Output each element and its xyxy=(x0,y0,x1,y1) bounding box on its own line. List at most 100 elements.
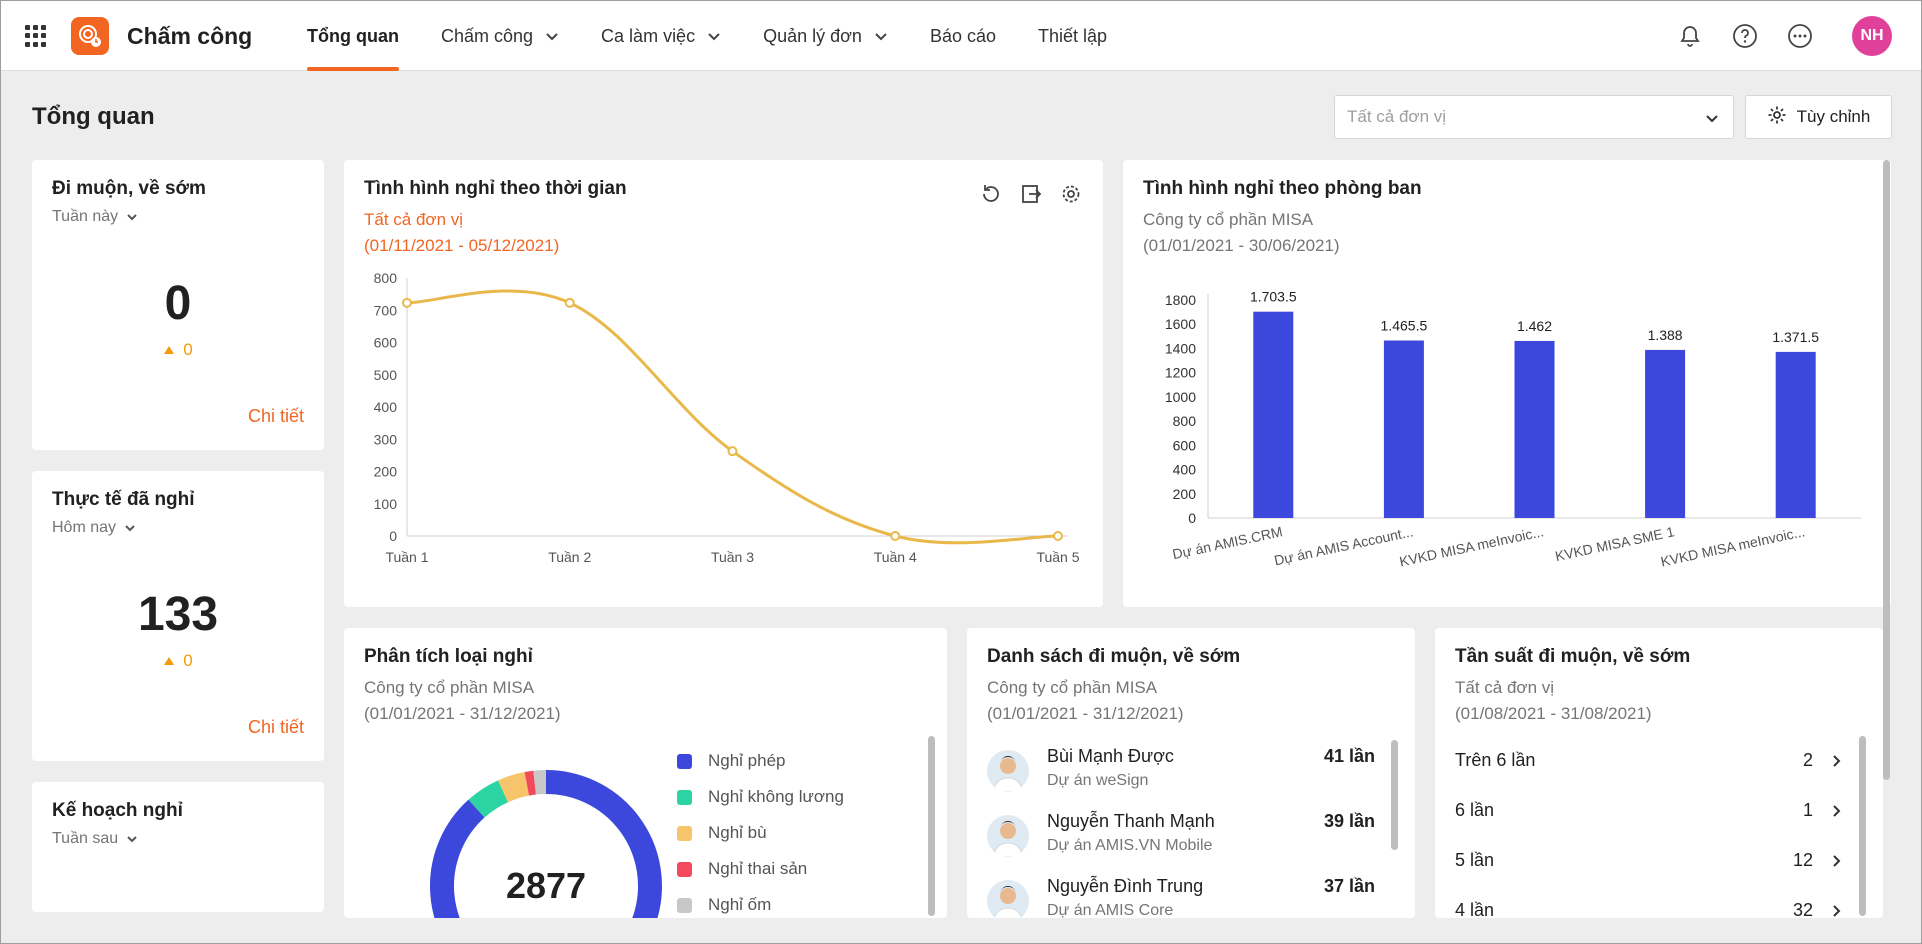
nav-item[interactable]: Quản lý đơn xyxy=(763,1,888,71)
person-name: Nguyễn Đình Trung xyxy=(1047,876,1204,896)
frequency-row[interactable]: Trên 6 lần 2 xyxy=(1455,740,1843,790)
nav-item[interactable]: Ca làm việc xyxy=(601,1,721,71)
apps-grid-icon[interactable] xyxy=(25,25,47,47)
x-tick-label: Tuần 4 xyxy=(874,549,917,565)
card-scrollbar[interactable] xyxy=(928,736,935,916)
more-options-icon[interactable] xyxy=(1785,21,1815,51)
unit-select[interactable]: Tất cả đơn vị xyxy=(1334,95,1734,139)
late-list-card: Danh sách đi muộn, về sớm Công ty cổ phầ… xyxy=(967,628,1415,918)
frequency-value: 32 xyxy=(1792,900,1813,918)
user-avatar[interactable]: NH xyxy=(1852,16,1892,56)
bell-icon[interactable] xyxy=(1675,21,1705,51)
data-point xyxy=(727,446,738,457)
list-item[interactable]: Bùi Mạnh Được Dự án weSign 41 lần xyxy=(987,746,1375,806)
donut-legend: Nghỉ phép Nghỉ không lương Nghỉ bù Nghỉ tha… xyxy=(677,743,844,918)
bar-data-label: 1.388 xyxy=(1648,327,1683,343)
late-count: 39 lần xyxy=(1323,811,1375,831)
nav-item[interactable]: Báo cáo xyxy=(930,1,996,71)
app-logo-icon xyxy=(71,17,109,55)
leave-by-dept-card: Tình hình nghỉ theo phòng ban Công ty cổ… xyxy=(1123,160,1891,607)
y-tick-label: 0 xyxy=(1188,510,1196,526)
kpi-card-planned-leave: Kế hoạch nghỉ Tuần sau xyxy=(32,782,324,912)
donut-slice xyxy=(430,770,662,918)
y-tick-label: 1000 xyxy=(1165,389,1196,405)
legend-label: Nghỉ không lương xyxy=(708,787,844,806)
chevron-down-icon xyxy=(545,29,559,43)
kpi-value: 0 xyxy=(164,277,192,330)
customize-button[interactable]: Tùy chỉnh xyxy=(1745,95,1892,139)
person-name: Nguyễn Thanh Mạnh xyxy=(1047,811,1215,831)
person-name: Bùi Mạnh Được xyxy=(1047,746,1174,766)
x-tick-label: KVKD MISA SME 1 xyxy=(1554,523,1676,564)
y-tick-label: 800 xyxy=(374,270,398,286)
refresh-icon[interactable] xyxy=(979,182,1003,206)
period-select[interactable]: Tuần sau xyxy=(52,830,138,848)
donut-slice xyxy=(498,771,530,803)
top-bar: Chấm công Tổng quan Chấm công Ca làm việc Q… xyxy=(1,1,1921,71)
x-tick-label: Tuần 5 xyxy=(1036,549,1079,565)
card-title: Tình hình nghỉ theo phòng ban xyxy=(1143,178,1422,199)
detail-link[interactable]: Chi tiết xyxy=(247,406,304,426)
y-tick-label: 300 xyxy=(374,431,398,447)
legend-item[interactable]: Nghỉ ốm xyxy=(677,887,844,918)
legend-item[interactable]: Nghỉ thai sản xyxy=(677,851,844,887)
bar xyxy=(1383,340,1424,518)
nav-item-label: Ca làm việc xyxy=(601,25,696,46)
nav-item[interactable]: Thiết lập xyxy=(1038,1,1107,71)
card-scrollbar[interactable] xyxy=(1859,736,1866,916)
help-icon[interactable] xyxy=(1730,21,1760,51)
data-point xyxy=(890,531,901,541)
bar xyxy=(1645,349,1686,518)
period-select[interactable]: Hôm nay xyxy=(52,519,136,537)
frequency-label: 6 lần xyxy=(1455,800,1495,820)
y-tick-label: 500 xyxy=(374,367,398,383)
y-tick-label: 700 xyxy=(374,302,398,318)
chevron-down-icon xyxy=(125,525,135,532)
legend-swatch xyxy=(677,753,692,769)
kpi-delta: 0 xyxy=(32,340,324,360)
detail-link[interactable]: Chi tiết xyxy=(247,717,304,737)
leave-type-card: Phân tích loại nghỉ Công ty cổ phần MISA… xyxy=(344,628,947,918)
export-icon[interactable] xyxy=(1019,182,1043,206)
x-tick-label: Tuần 1 xyxy=(385,549,428,565)
page-scrollbar[interactable] xyxy=(1883,160,1890,780)
data-point xyxy=(402,297,412,308)
frequency-row[interactable]: 4 lần 32 xyxy=(1455,890,1843,918)
legend-swatch xyxy=(677,825,692,841)
list-item[interactable]: Nguyễn Thanh Mạnh Dự án AMIS.VN Mobile 39 … xyxy=(987,811,1375,871)
legend-label: Nghỉ thai sản xyxy=(708,859,808,878)
bar-data-label: 1.465.5 xyxy=(1381,318,1428,334)
settings-icon[interactable] xyxy=(1059,182,1083,206)
frequency-value: 2 xyxy=(1802,750,1813,770)
nav-item[interactable]: Chấm công xyxy=(441,1,559,71)
series-line xyxy=(406,289,1059,545)
frequency-value: 12 xyxy=(1792,850,1813,870)
period-label: Tuần sau xyxy=(52,830,119,847)
bar-data-label: 1.462 xyxy=(1517,318,1552,334)
kpi-delta: 0 xyxy=(32,651,324,671)
legend-item[interactable]: Nghỉ không lương xyxy=(677,779,844,815)
kpi-value: 133 xyxy=(137,588,219,641)
frequency-row[interactable]: 5 lần 12 xyxy=(1455,840,1843,890)
bar xyxy=(1775,351,1816,518)
period-select[interactable]: Tuần này xyxy=(52,208,138,226)
legend-item[interactable]: Nghỉ phép xyxy=(677,743,844,779)
bar-data-label: 1.371.5 xyxy=(1772,329,1819,345)
x-tick-label: Dự án AMIS.CRM xyxy=(1171,523,1284,562)
legend-swatch xyxy=(677,861,692,877)
frequency-row[interactable]: 6 lần 1 xyxy=(1455,790,1843,840)
bar xyxy=(1253,311,1294,518)
chart-toolbar xyxy=(979,182,1083,206)
chevron-down-icon xyxy=(707,29,721,43)
card-unit: Tất cả đơn vị xyxy=(1455,678,1555,697)
legend-item[interactable]: Nghỉ bù xyxy=(677,815,844,851)
main-nav: Tổng quan Chấm công Ca làm việc Quản lý đơn… xyxy=(307,1,1149,71)
legend-label: Nghỉ ốm xyxy=(708,895,772,914)
nav-item[interactable]: Tổng quan xyxy=(307,1,399,71)
list-item[interactable]: Nguyễn Đình Trung Dự án AMIS Core 37 lần xyxy=(987,876,1375,918)
chevron-right-icon xyxy=(1831,752,1843,773)
kpi-delta-value: 0 xyxy=(183,340,193,359)
donut-slice xyxy=(524,770,537,796)
legend-label: Nghỉ phép xyxy=(708,751,786,770)
card-scrollbar[interactable] xyxy=(1391,740,1398,850)
